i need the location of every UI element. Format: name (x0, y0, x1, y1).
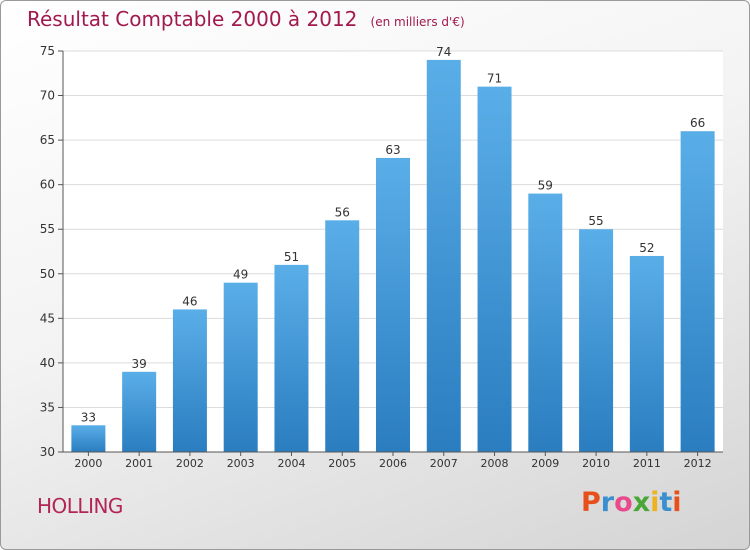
x-tick-label: 2006 (379, 457, 407, 470)
data-label: 59 (538, 179, 553, 193)
x-tick-label: 2008 (481, 457, 509, 470)
chart-title: Résultat Comptable 2000 à 2012 (27, 7, 358, 31)
x-tick-label: 2010 (582, 457, 610, 470)
x-tick-label: 2003 (227, 457, 255, 470)
y-tick-label: 65 (40, 133, 55, 147)
y-tick-label: 30 (40, 445, 55, 459)
bar (223, 282, 258, 452)
bar (122, 371, 157, 452)
data-label: 63 (385, 143, 400, 157)
y-tick-label: 70 (40, 89, 55, 103)
bar (477, 86, 512, 453)
data-label: 51 (284, 250, 299, 264)
data-label: 33 (81, 410, 96, 424)
proxiti-logo[interactable]: Proxiti (581, 487, 682, 518)
logo-letter: i (650, 487, 660, 518)
data-label: 74 (436, 45, 451, 59)
y-tick-label: 50 (40, 267, 55, 281)
x-tick-label: 2012 (684, 457, 712, 470)
y-tick-label: 75 (40, 44, 55, 58)
logo-letter: x (632, 487, 651, 518)
logo-letter: i (672, 487, 682, 518)
title-row: Résultat Comptable 2000 à 2012 (en milli… (27, 7, 465, 31)
data-label: 46 (182, 294, 197, 308)
y-tick-label: 45 (40, 311, 55, 325)
logo-letter: o (614, 487, 633, 518)
y-tick-label: 40 (40, 356, 55, 370)
data-label: 71 (487, 72, 502, 86)
logo-letter: r (600, 487, 615, 518)
data-label: 66 (690, 116, 705, 130)
y-tick-label: 55 (40, 222, 55, 236)
chart-subtitle: (en milliers d'€) (370, 15, 465, 29)
data-label: 56 (335, 205, 350, 219)
city-name: HOLLING (37, 494, 123, 518)
data-label: 55 (588, 214, 603, 228)
bar (426, 59, 461, 453)
bar (274, 264, 309, 452)
bar (376, 157, 410, 452)
bar (172, 309, 207, 452)
logo-letter: P (581, 487, 601, 518)
x-tick-label: 2009 (531, 457, 559, 470)
x-tick-label: 2001 (125, 457, 153, 470)
logo-letter: t (659, 487, 673, 518)
bar (325, 220, 360, 452)
data-label: 39 (132, 357, 147, 371)
bar (71, 425, 106, 452)
bar (579, 229, 614, 452)
x-tick-label: 2007 (430, 457, 458, 470)
x-tick-label: 2000 (74, 457, 102, 470)
y-tick-label: 60 (40, 178, 55, 192)
x-tick-label: 2011 (633, 457, 661, 470)
x-tick-label: 2005 (328, 457, 356, 470)
bar (629, 255, 664, 452)
bar (528, 193, 563, 453)
bar (680, 131, 715, 452)
data-label: 52 (639, 241, 654, 255)
data-label: 49 (233, 268, 248, 282)
x-tick-label: 2004 (277, 457, 305, 470)
x-tick-label: 2002 (176, 457, 204, 470)
y-tick-label: 35 (40, 400, 55, 414)
